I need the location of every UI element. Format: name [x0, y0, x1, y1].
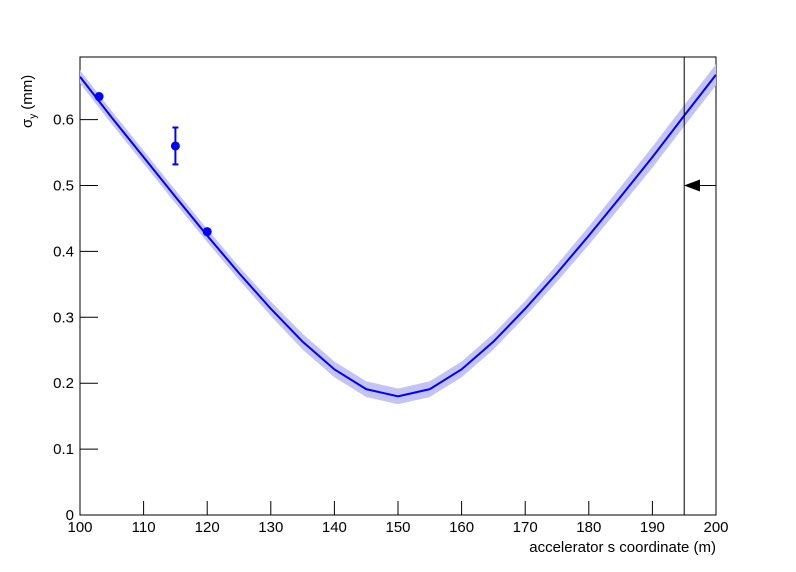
y-label-unit: (mm) — [19, 75, 36, 110]
y-tick-label: 0.2 — [53, 375, 74, 392]
y-tick-label: 0.3 — [53, 309, 74, 326]
fit-line — [79, 74, 717, 398]
x-tick-label: 140 — [322, 519, 347, 536]
y-tick-label: 0.6 — [53, 112, 74, 129]
x-axis-label: accelerator s coordinate (m) — [529, 539, 716, 556]
x-tick-label: 130 — [258, 519, 283, 536]
data-point — [94, 92, 104, 102]
x-tick-label: 150 — [385, 519, 410, 536]
x-tick-label: 190 — [640, 519, 665, 536]
fit-band — [80, 64, 716, 405]
x-tick-label: 120 — [195, 519, 220, 536]
x-tick-label: 180 — [576, 519, 601, 536]
y-tick-label: 0.5 — [53, 178, 74, 195]
y-label-subscript: y — [28, 114, 39, 119]
x-tick-label: 170 — [513, 519, 538, 536]
x-tick-label: 100 — [67, 519, 92, 536]
data-point — [202, 227, 212, 237]
data-point — [170, 141, 180, 151]
arrow-head — [684, 179, 700, 192]
frame — [79, 56, 717, 516]
x-tick-label: 110 — [132, 519, 156, 536]
y-tick-label: 0.1 — [53, 441, 74, 458]
y-axis-label: σy (mm) — [19, 75, 39, 128]
x-tick-label: 200 — [703, 519, 728, 536]
y-tick-label: 0.4 — [53, 243, 74, 260]
y-tick-label: 0 — [66, 507, 74, 524]
y-label-symbol: σ — [19, 118, 36, 128]
x-tick-label: 160 — [449, 519, 474, 536]
